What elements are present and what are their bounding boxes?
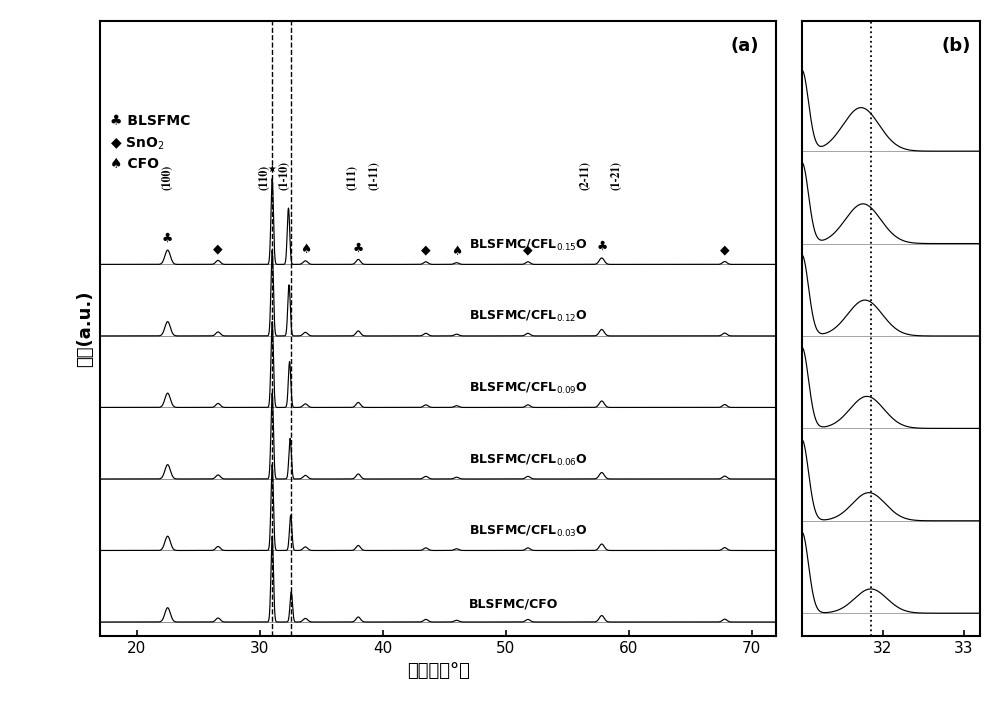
Text: ♠: ♠: [300, 243, 311, 256]
Text: (110): (110): [258, 165, 270, 190]
Y-axis label: 强度(a.u.): 强度(a.u.): [76, 291, 94, 367]
Text: ◆: ◆: [421, 244, 431, 257]
Text: BLSFMC/CFL$_{0.03}$O: BLSFMC/CFL$_{0.03}$O: [469, 524, 588, 539]
Text: (100): (100): [162, 165, 174, 190]
Text: ◆: ◆: [213, 243, 223, 255]
Text: ★: ★: [268, 163, 277, 174]
Text: BLSFMC/CFL$_{0.06}$O: BLSFMC/CFL$_{0.06}$O: [469, 452, 588, 467]
Text: (2-11): (2-11): [580, 161, 592, 190]
Text: (1-10): (1-10): [278, 161, 290, 190]
X-axis label: 衍射角（°）: 衍射角（°）: [407, 662, 470, 679]
Text: ♠: ♠: [451, 245, 462, 257]
Text: BLSFMC/CFO: BLSFMC/CFO: [469, 597, 558, 611]
Text: ♠ CFO: ♠ CFO: [110, 157, 159, 171]
Text: BLSFMC/CFL$_{0.09}$O: BLSFMC/CFL$_{0.09}$O: [469, 381, 588, 396]
Text: (111): (111): [346, 165, 358, 190]
Text: ♣: ♣: [162, 232, 173, 245]
Text: BLSFMC/CFL$_{0.12}$O: BLSFMC/CFL$_{0.12}$O: [469, 310, 588, 325]
Text: BLSFMC/CFL$_{0.15}$O: BLSFMC/CFL$_{0.15}$O: [469, 238, 588, 253]
Text: (a): (a): [731, 37, 759, 54]
Text: ◆ SnO$_2$: ◆ SnO$_2$: [110, 136, 164, 152]
Text: ◆: ◆: [720, 243, 730, 257]
Text: ◆: ◆: [523, 244, 533, 257]
Text: ♣: ♣: [353, 241, 364, 255]
Text: (1-11): (1-11): [368, 161, 380, 190]
Text: ♣: ♣: [596, 240, 607, 253]
Text: (1-21): (1-21): [611, 161, 623, 190]
Text: ♣ BLSFMC: ♣ BLSFMC: [110, 115, 190, 128]
Text: (b): (b): [942, 37, 971, 54]
